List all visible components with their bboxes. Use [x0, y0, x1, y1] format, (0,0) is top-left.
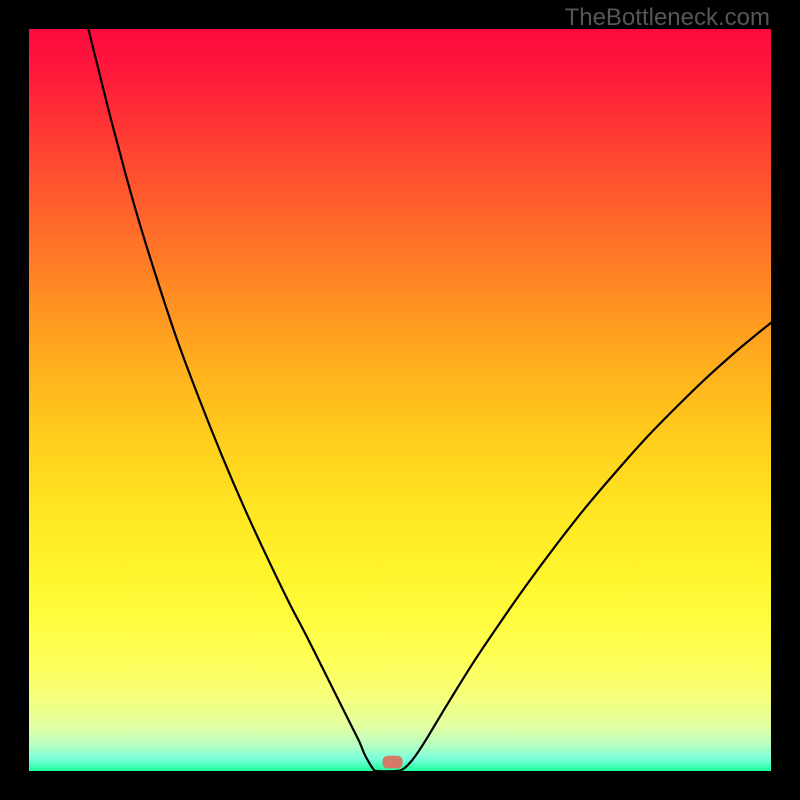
plot-background [29, 29, 771, 771]
optimal-point-marker [383, 756, 403, 769]
plot-area [29, 29, 771, 771]
plot-svg [29, 29, 771, 771]
chart-frame: TheBottleneck.com [0, 0, 800, 800]
watermark-label: TheBottleneck.com [565, 4, 770, 32]
